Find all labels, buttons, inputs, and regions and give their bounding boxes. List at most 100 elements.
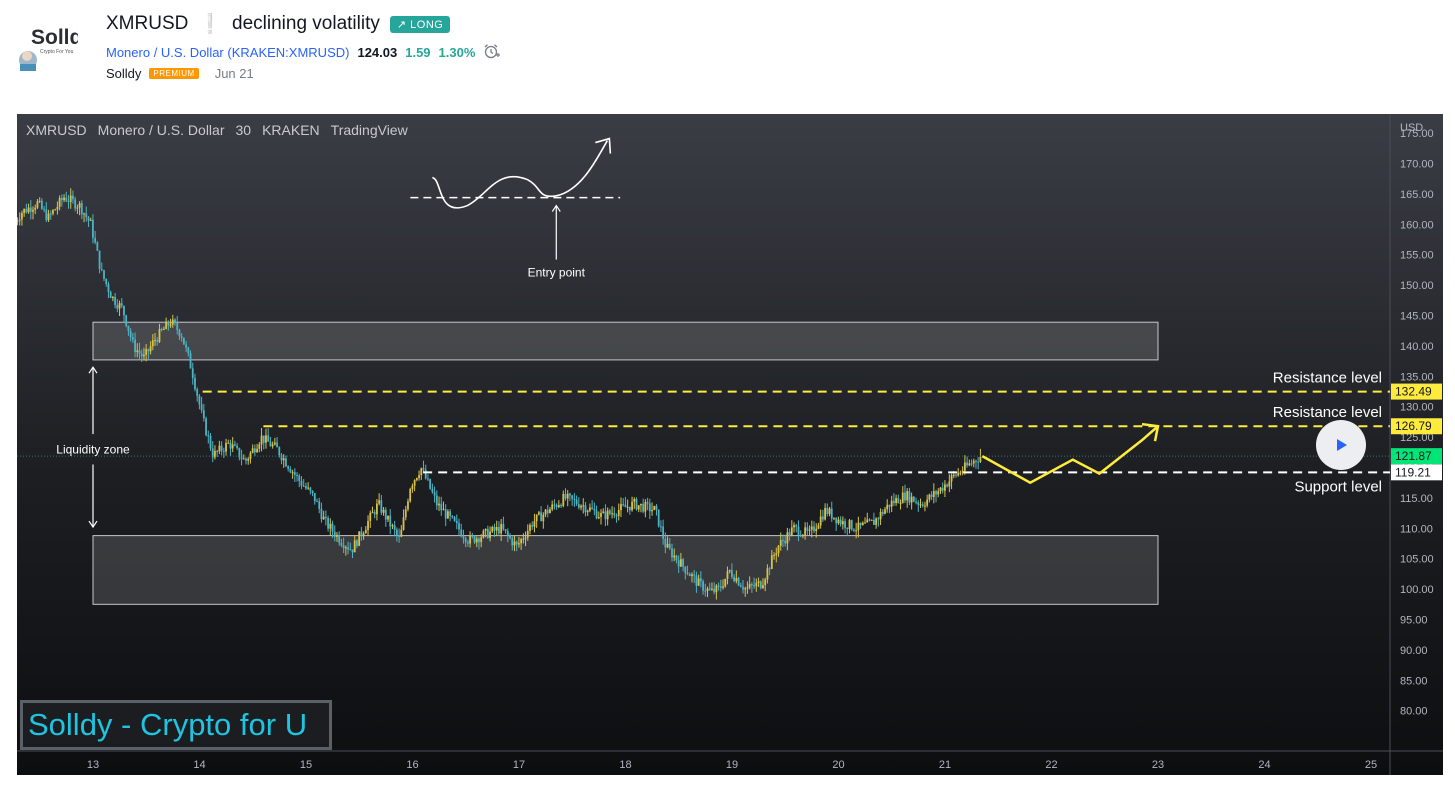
candle-body [56,206,59,210]
candle-body [717,585,720,587]
candle-body [853,529,855,531]
candle-body [540,512,542,522]
candle-body [795,525,798,527]
liquidity-zone-box[interactable] [92,321,1159,361]
candle-body [957,472,960,476]
candle-body [367,520,369,530]
candle-body [679,559,682,567]
candle-body [708,588,711,590]
candle-body [300,480,303,486]
chart-area[interactable]: USD 175.00 170.00 165.00 160.00 155.00 150.00 1… [17,114,1443,775]
candle-body [482,530,485,538]
candle-body [677,560,680,567]
candle-body [531,525,534,527]
candle-body [873,519,875,525]
candle-body [724,578,727,587]
candle-body [340,542,343,546]
time-tick-label: 25 [1365,759,1377,771]
candle-body [819,516,822,526]
projection-path[interactable] [981,425,1159,485]
candle-body [884,509,886,514]
candle-body [733,576,736,582]
candle-body [633,499,636,502]
candle-body [43,208,45,210]
candle-body [466,542,469,544]
svg-text:Solldy: Solldy [31,26,78,49]
candle-body [586,510,589,513]
play-button[interactable] [1316,420,1366,470]
candle-body [344,547,347,549]
candle-body [879,511,882,520]
candle-body [555,505,558,507]
candle-body [926,499,929,506]
candle-body [114,296,116,306]
candle-body [768,568,771,570]
time-tick-label: 15 [300,759,312,771]
price-axis-label-bg [1391,383,1442,400]
candle-body [209,435,212,449]
candle-body [606,510,609,520]
candle-body [180,336,183,338]
candle-body [959,472,962,474]
symbol-link[interactable]: Monero / U.S. Dollar (KRAKEN:XMRUSD) [106,45,349,60]
candle-body [103,270,105,279]
candle-body [719,586,722,588]
candle-body [415,478,418,481]
candle-body [850,520,853,530]
candle-body [886,504,889,510]
candle-body [125,315,128,326]
symbol-desc[interactable]: Monero / U.S. Dollar [106,45,224,60]
price-tick-label: 155.00 [1400,250,1434,262]
legend-exchange: KRAKEN [262,122,320,138]
candle-body [34,207,37,210]
candle-body [739,585,742,587]
candle-body [817,525,820,529]
candle-body [939,487,942,492]
candle-body [750,584,753,586]
candle-body [171,319,174,325]
legend-name: Monero / U.S. Dollar [97,122,225,138]
candle-body [147,349,150,352]
candle-body [857,522,860,531]
alarm-clock-icon[interactable] [483,43,501,62]
candle-body [877,518,880,520]
candle-body [111,296,114,299]
candle-body [775,553,778,556]
candle-body [535,514,538,522]
price-axis-label-bg [1391,464,1442,481]
author-logo[interactable]: Solldy Crypto For You [16,22,94,72]
candle-body [624,504,627,508]
candle-body [520,539,523,544]
candle-body [491,526,494,532]
candle-body [529,525,531,531]
candle-body [322,516,325,520]
candle-body [154,340,156,342]
candle-body [975,460,977,462]
candle-body [98,250,101,270]
candle-body [165,321,168,329]
candle-body [435,495,438,506]
candle-body [562,493,565,506]
author-name[interactable]: Solldy [106,66,142,81]
candle-body [351,549,354,553]
candle-body [553,504,556,506]
candle-body [316,501,318,503]
idea-header: Solldy Crypto For You XMRUSD ❕ declining… [0,0,1455,112]
candle-body [793,525,795,528]
candle-body [78,203,81,208]
candle-body [205,418,207,436]
candle-body [571,495,574,499]
candle-body [684,566,687,574]
candle-body [176,322,179,331]
chart-legend: XMRUSD Monero / U.S. Dollar 30 KRAKEN Tr… [26,122,408,138]
liquidity-zone-label: Liquidity zone [56,442,130,456]
candle-body [260,435,263,445]
candle-body [892,500,895,504]
liquidity-zone-box[interactable] [92,535,1159,605]
candle-body [138,350,141,354]
candle-body [129,331,132,338]
candle-body [699,578,702,582]
candle-body [979,456,982,462]
symbol-exchange[interactable]: (KRAKEN:XMRUSD) [227,45,350,60]
